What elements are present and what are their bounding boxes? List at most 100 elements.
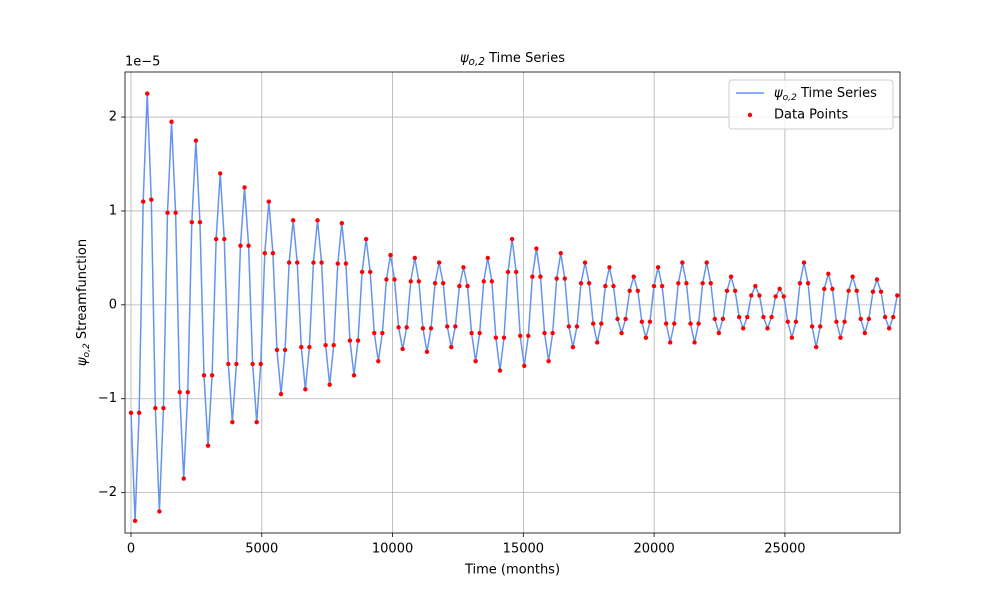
x-axis-label: Time (months) xyxy=(464,563,560,578)
data-point xyxy=(530,274,535,279)
data-point xyxy=(862,330,868,336)
data-point xyxy=(801,260,807,265)
y-axis-label-sub: o,2 xyxy=(82,343,92,357)
data-point xyxy=(668,340,673,345)
data-point xyxy=(566,324,572,329)
series-line xyxy=(130,93,898,521)
data-point xyxy=(149,197,154,202)
data-point xyxy=(890,314,896,320)
x-tick-label: 25000 xyxy=(764,542,805,557)
data-point xyxy=(343,261,349,266)
data-point xyxy=(315,218,320,223)
data-point xyxy=(262,251,268,256)
data-point xyxy=(870,289,876,294)
data-point xyxy=(376,358,381,364)
data-point xyxy=(505,269,511,275)
data-point xyxy=(615,316,620,322)
data-point xyxy=(554,276,559,281)
y-tick-label: −1 xyxy=(98,391,117,406)
data-point xyxy=(347,338,353,343)
data-point xyxy=(809,324,815,329)
data-point xyxy=(586,281,592,286)
data-point xyxy=(749,293,754,298)
chart-title-sub: o,2 xyxy=(469,56,486,68)
data-point xyxy=(603,283,608,289)
data-point xyxy=(818,324,823,329)
data-point xyxy=(651,283,657,289)
data-point xyxy=(838,335,843,340)
data-point xyxy=(672,321,677,326)
data-point xyxy=(278,391,284,397)
data-point xyxy=(161,405,166,411)
data-point xyxy=(323,343,328,348)
legend-label: ψo,2 Time Series xyxy=(774,86,877,103)
data-point xyxy=(331,343,336,348)
data-point xyxy=(753,283,758,289)
data-point xyxy=(546,358,551,364)
data-point xyxy=(623,316,628,322)
data-point xyxy=(270,251,276,256)
data-point xyxy=(765,326,770,331)
data-point xyxy=(355,338,361,343)
data-point xyxy=(866,316,872,322)
data-point xyxy=(319,260,324,265)
data-point xyxy=(181,476,186,481)
data-point xyxy=(412,255,418,261)
data-point xyxy=(688,321,693,326)
data-point xyxy=(274,347,280,353)
data-point xyxy=(538,274,543,279)
data-point xyxy=(878,289,884,294)
data-point xyxy=(465,283,470,289)
data-point xyxy=(886,326,892,331)
data-point xyxy=(461,265,466,270)
data-point xyxy=(384,277,389,282)
data-point xyxy=(854,288,859,293)
data-point xyxy=(720,316,726,322)
data-point xyxy=(785,319,790,324)
data-point xyxy=(518,333,523,339)
data-point xyxy=(619,330,624,336)
legend-box xyxy=(728,79,894,130)
data-point xyxy=(501,335,507,340)
data-point xyxy=(607,265,612,270)
data-point xyxy=(745,314,750,320)
legend-label-text: Time Series xyxy=(797,86,877,101)
data-point xyxy=(740,326,746,331)
data-point xyxy=(396,325,401,330)
data-point xyxy=(700,281,705,286)
data-point xyxy=(716,330,722,336)
legend-label: Data Points xyxy=(774,108,848,123)
data-point xyxy=(428,326,434,331)
data-point xyxy=(234,361,239,367)
data-point xyxy=(258,361,263,367)
data-point xyxy=(189,220,195,225)
legend-label-symbol: ψ xyxy=(774,86,783,101)
y-axis-label: ψo,2 Streamfunction xyxy=(75,239,92,366)
data-point xyxy=(793,319,799,324)
data-point xyxy=(570,344,576,350)
data-point xyxy=(813,344,819,350)
data-point xyxy=(392,277,397,282)
data-point xyxy=(732,288,738,293)
data-point xyxy=(805,281,811,286)
plot-frame xyxy=(124,71,901,534)
data-point xyxy=(680,260,685,265)
data-point xyxy=(643,335,649,340)
x-tick-label: 10000 xyxy=(372,542,413,557)
data-point xyxy=(222,236,227,242)
data-point xyxy=(157,509,162,514)
data-point xyxy=(238,243,243,248)
y-offset-label: 1e−5 xyxy=(125,55,160,70)
data-point xyxy=(534,246,539,251)
data-point xyxy=(173,210,178,216)
data-point xyxy=(416,279,422,284)
data-point xyxy=(777,286,782,292)
data-point xyxy=(311,260,316,265)
data-point xyxy=(590,321,596,326)
data-point xyxy=(631,274,636,279)
data-point xyxy=(303,387,308,392)
data-point xyxy=(363,236,369,242)
data-point xyxy=(388,252,393,258)
data-point xyxy=(562,276,568,281)
